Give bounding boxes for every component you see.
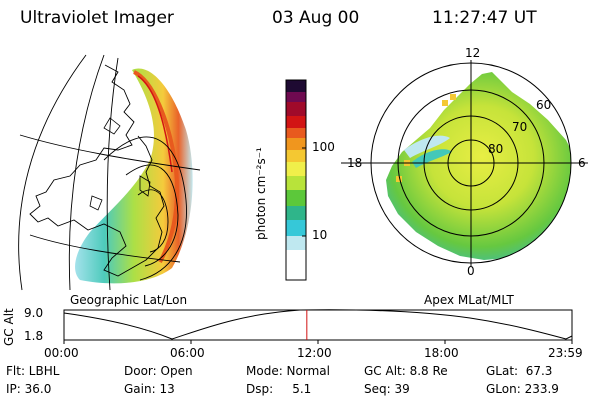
apex-caption: Apex MLat/MLT [424, 293, 514, 307]
status-gc-alt: GC Alt: 8.8 Re [364, 364, 448, 378]
colorbar-unit-label: photon cm⁻²s⁻¹ [254, 147, 268, 240]
status-dsp: Dsp: 5.1 [246, 382, 312, 396]
auroral-arc-peak [133, 70, 180, 263]
instrument-title: Ultraviolet Imager [20, 8, 174, 28]
time-label: 11:27:47 UT [432, 8, 537, 28]
status-mode: Mode: Normal [246, 364, 330, 378]
mlat-label-80: 80 [488, 142, 504, 156]
altitude-x-tick-0600: 06:00 [170, 346, 205, 360]
altitude-x-tick-1200: 12:00 [297, 346, 332, 360]
status-door: Door: Open [124, 364, 193, 378]
geographic-map [18, 54, 201, 291]
altitude-y-tick-9: 9.0 [24, 306, 44, 320]
coastline [29, 64, 165, 277]
geographic-caption: Geographic Lat/Lon [70, 293, 188, 307]
mlat-label-70: 70 [512, 120, 528, 134]
altitude-plot [63, 309, 573, 344]
geo-grid [18, 54, 201, 291]
polar-grid [341, 60, 588, 266]
altitude-x-tick-1800: 18:00 [424, 346, 459, 360]
mlt-label-0: 0 [467, 264, 475, 278]
altitude-x-tick-2359: 23:59 [548, 346, 583, 360]
altitude-x-tick-0000: 00:00 [44, 346, 79, 360]
mlat-label-60: 60 [536, 98, 552, 112]
date-label: 03 Aug 00 [272, 8, 360, 28]
polar-plot [341, 60, 588, 266]
auroral-emission-polar [386, 72, 571, 260]
status-seq: Seq: 39 [364, 382, 410, 396]
status-filter: Flt: LBHL [6, 364, 60, 378]
mlt-label-6: 6 [578, 156, 586, 170]
colorbar [285, 79, 307, 281]
status-ip: IP: 36.0 [6, 382, 52, 396]
altitude-y-tick-1-8: 1.8 [24, 329, 44, 343]
status-gain: Gain: 13 [124, 382, 175, 396]
colorbar-tick-100: 100 [312, 140, 335, 154]
colorbar-tick-10: 10 [312, 228, 328, 242]
mlt-label-12: 12 [465, 46, 481, 60]
status-glat: GLat: 67.3 [486, 364, 553, 378]
altitude-curve [63, 309, 573, 340]
status-glon: GLon: 233.9 [486, 382, 559, 396]
altitude-y-label: GC Alt [2, 308, 16, 346]
mlt-label-18: 18 [347, 156, 363, 170]
